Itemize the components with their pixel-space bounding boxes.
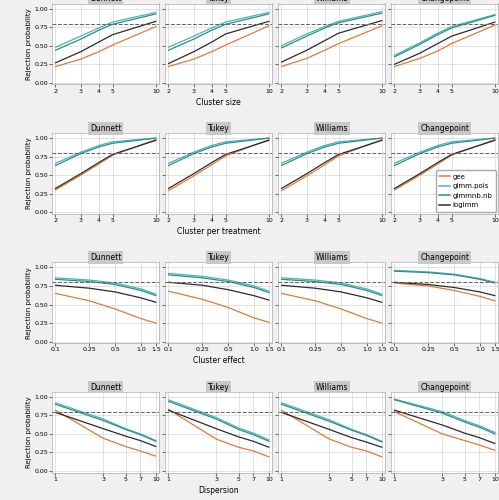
Title: Tukey: Tukey	[208, 382, 230, 392]
Title: Williams: Williams	[315, 253, 348, 262]
Title: Changepoint: Changepoint	[420, 124, 469, 133]
Title: Changepoint: Changepoint	[420, 0, 469, 4]
Title: Dunnett: Dunnett	[90, 382, 121, 392]
X-axis label: Dispersion: Dispersion	[199, 486, 239, 495]
Title: Dunnett: Dunnett	[90, 253, 121, 262]
Y-axis label: Rejection probability: Rejection probability	[26, 138, 32, 209]
Title: Changepoint: Changepoint	[420, 253, 469, 262]
Title: Tukey: Tukey	[208, 0, 230, 4]
X-axis label: Cluster size: Cluster size	[196, 98, 241, 106]
Title: Tukey: Tukey	[208, 124, 230, 133]
Y-axis label: Rejection probability: Rejection probability	[26, 8, 32, 80]
Y-axis label: Rejection probability: Rejection probability	[26, 396, 32, 468]
Title: Williams: Williams	[315, 0, 348, 4]
X-axis label: Cluster effect: Cluster effect	[193, 356, 245, 366]
Title: Dunnett: Dunnett	[90, 124, 121, 133]
Title: Dunnett: Dunnett	[90, 0, 121, 4]
Legend: gee, glmm.pois, glmmnb.nb, logimm: gee, glmm.pois, glmmnb.nb, logimm	[436, 170, 496, 211]
Y-axis label: Rejection probability: Rejection probability	[26, 267, 32, 338]
X-axis label: Cluster per treatment: Cluster per treatment	[177, 227, 260, 236]
Title: Tukey: Tukey	[208, 253, 230, 262]
Title: Changepoint: Changepoint	[420, 382, 469, 392]
Title: Williams: Williams	[315, 124, 348, 133]
Title: Williams: Williams	[315, 382, 348, 392]
